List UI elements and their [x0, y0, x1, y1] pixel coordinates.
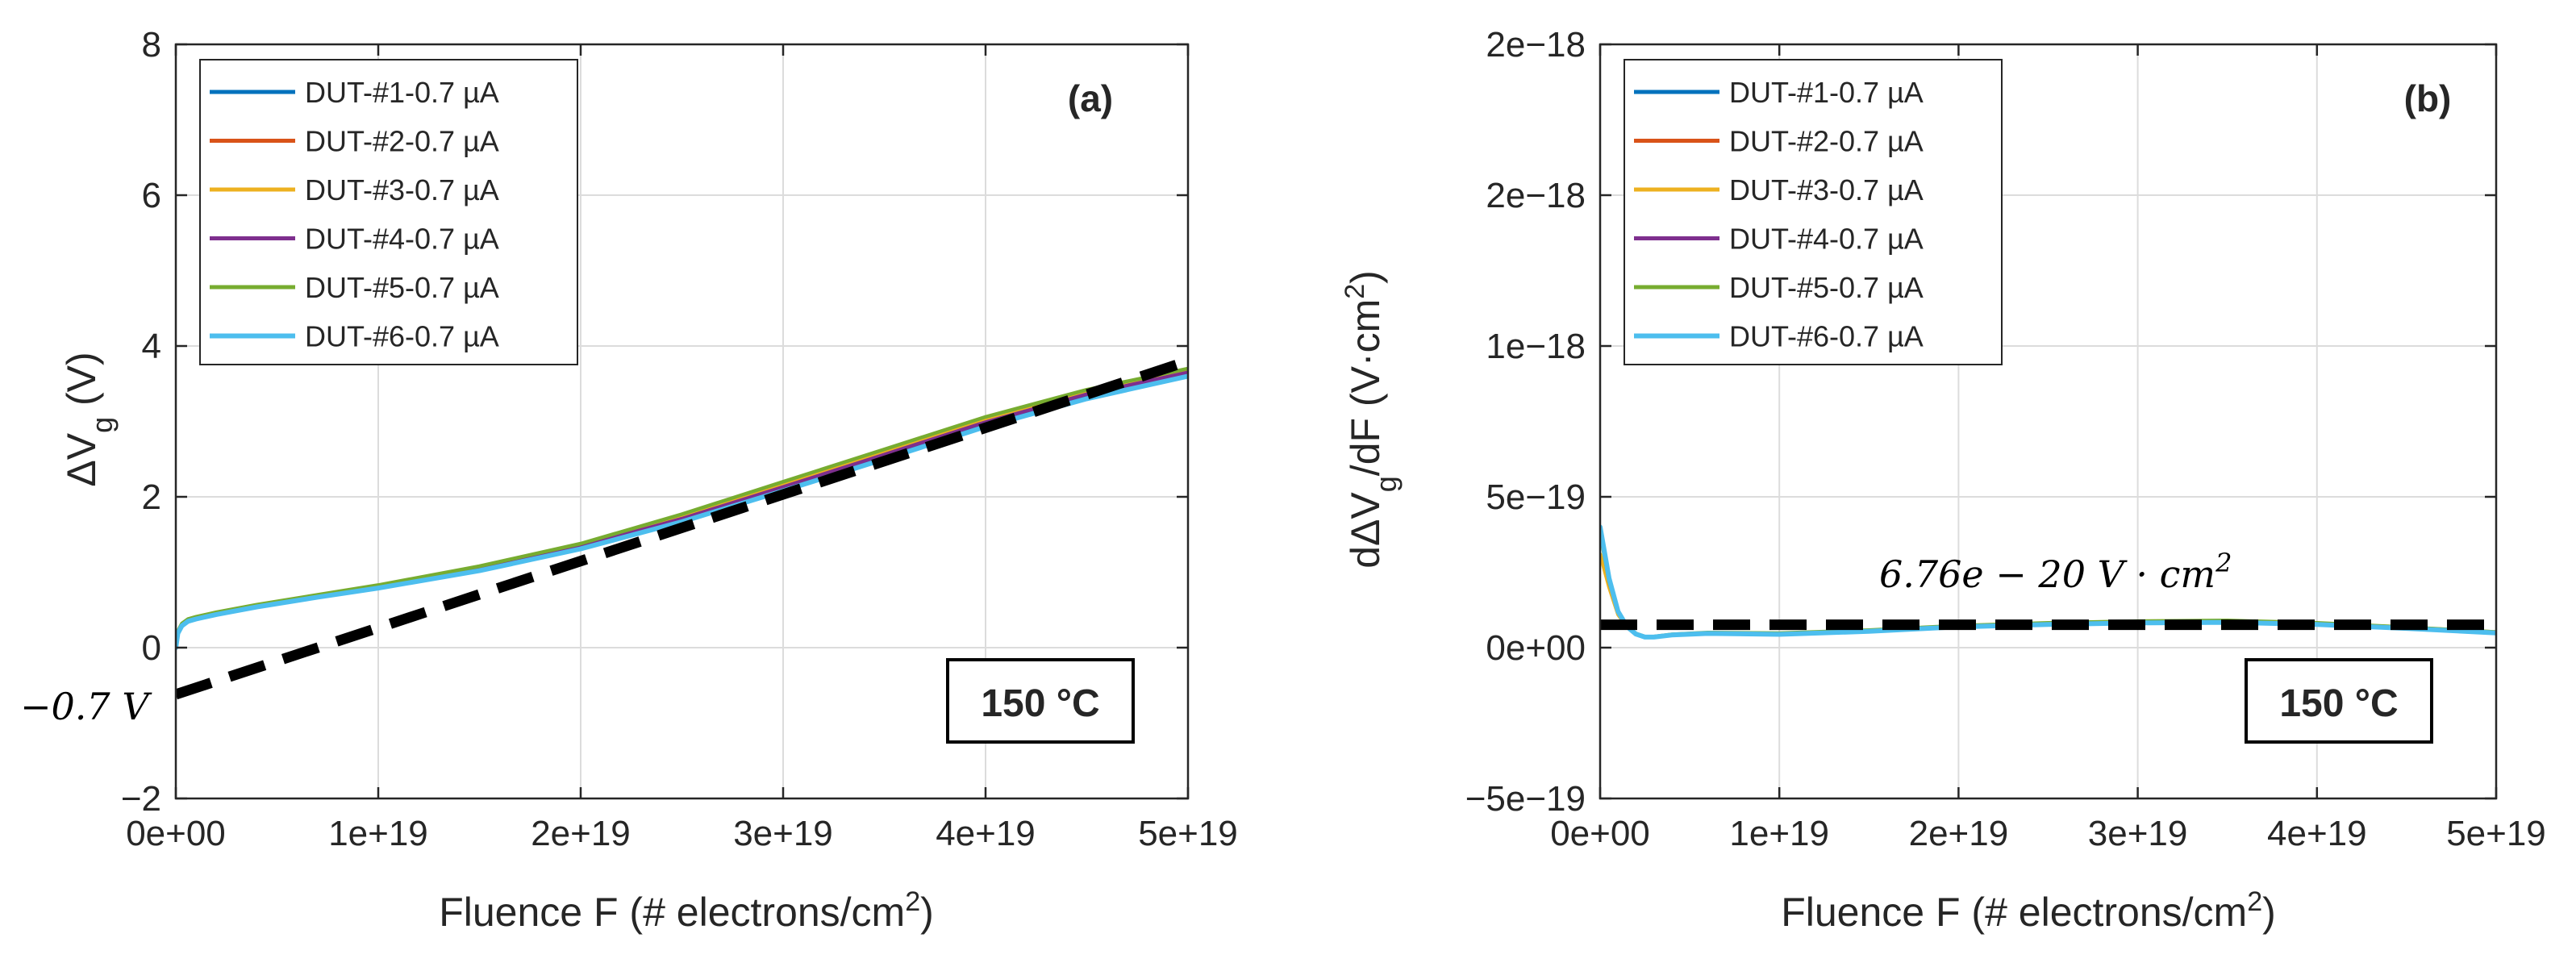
panel-a-chart: 0e+00 1e+19 2e+19 3e+19 4e+19 5e+19 −2 0 2 4 6 8 DU…: [20, 25, 1238, 935]
panel-a-ticks: 0e+00 1e+19 2e+19 3e+19 4e+19 5e+19 −2 0 2 4 6 8: [121, 25, 1238, 853]
panel-a-y-axis-label: ΔVg (V): [59, 352, 119, 486]
panel-b-y-tick-label-2: 5e−19: [1486, 477, 1586, 517]
panel-a-x-tick-label-4: 4e+19: [936, 814, 1036, 853]
panel-b-x-tick-label-4: 4e+19: [2267, 814, 2367, 853]
panel-a-y-tick-label-3: 4: [142, 327, 161, 366]
panel-a-series-line-dut-6: [176, 373, 1188, 650]
panel-a-x-tick-label-3: 3e+19: [733, 814, 833, 853]
panel-b-x-tick-label-2: 2e+19: [1909, 814, 2009, 853]
panel-b-y-tick-label-3: 1e−18: [1486, 327, 1586, 366]
panel-b-y-tick-label-4: 2e−18: [1486, 176, 1586, 215]
panel-a-y-tick-label-1: 0: [142, 628, 161, 668]
panel-b-legend-label-dut-2: DUT-#2-0.7 µA: [1729, 125, 1924, 158]
panel-b-legend-label-dut-1: DUT-#1-0.7 µA: [1729, 76, 1924, 109]
panel-a-x-axis-label: Fluence F (# electrons/cm2): [439, 886, 934, 935]
panel-a-legend-label-dut-6: DUT-#6-0.7 µA: [305, 320, 499, 353]
panel-b-x-tick-label-3: 3e+19: [2088, 814, 2188, 853]
panel-b-legend: DUT-#1-0.7 µA DUT-#2-0.7 µA DUT-#3-0.7 µA D…: [1624, 59, 2003, 365]
panel-b-plot-frame: [1599, 43, 2498, 800]
panel-b-legend-label-dut-6: DUT-#6-0.7 µA: [1729, 320, 1924, 353]
panel-b-slope-annotation: 6.76e − 20 V · cm2: [1879, 548, 2232, 596]
panel-b-y-tick-label-5: 2e−18: [1486, 25, 1586, 65]
panel-b-y-axis-label: dΔVg/dF (V·cm2): [1340, 270, 1403, 569]
panel-a-y-tick-label-5: 8: [142, 25, 161, 65]
panel-a-plot-frame: [174, 43, 1190, 800]
panel-b-y-tick-label-1: 0e+00: [1486, 628, 1586, 668]
panel-a-fit: [176, 356, 1188, 700]
panel-a-x-tick-label-0: 0e+00: [126, 814, 226, 853]
panel-a-series: [176, 366, 1188, 650]
panel-a-y-tick-label-2: 2: [142, 477, 161, 517]
panel-b-temperature-box: 150 °C: [2245, 658, 2433, 744]
panel-b-y-tick-label-0: −5e−19: [1465, 779, 1586, 819]
panel-a-legend-label-dut-1: DUT-#1-0.7 µA: [305, 76, 499, 109]
panel-a-legend-box: [199, 59, 578, 365]
panel-b-chart: 0e+00 1e+19 2e+19 3e+19 4e+19 5e+19−5e−190e+0…: [1340, 25, 2546, 935]
panel-b-label: (b): [2404, 77, 2452, 119]
panel-b-x-tick-label-1: 1e+19: [1729, 814, 1829, 853]
panel-b-legend-label-dut-4: DUT-#4-0.7 µA: [1729, 223, 1924, 256]
panel-a-legend-label-dut-4: DUT-#4-0.7 µA: [305, 223, 499, 256]
panel-a-legend: DUT-#1-0.7 µA DUT-#2-0.7 µA DUT-#3-0.7 µA D…: [199, 59, 578, 365]
panel-b-x-tick-label-0: 0e+00: [1550, 814, 1650, 853]
panel-b-x-tick-label-5: 5e+19: [2446, 814, 2546, 853]
panel-b-legend-box: [1624, 59, 2003, 365]
panel-a-temperature-label: 150 °C: [981, 682, 1099, 725]
panel-b-x-axis-label: Fluence F (# electrons/cm2): [1781, 886, 2276, 935]
panel-a-x-tick-label-5: 5e+19: [1138, 814, 1238, 853]
panel-a-y-tick-label-4: 6: [142, 176, 161, 215]
panel-b-legend-label-dut-5: DUT-#5-0.7 µA: [1729, 271, 1924, 304]
panel-a-label: (a): [1068, 77, 1113, 119]
panel-b-temperature-label: 150 °C: [2279, 682, 2398, 725]
panel-a-legend-label-dut-3: DUT-#3-0.7 µA: [305, 173, 499, 206]
panel-a-legend-label-dut-2: DUT-#2-0.7 µA: [305, 125, 499, 158]
panel-a-y-tick-label-0: −2: [121, 779, 161, 819]
panel-b-legend-label-dut-3: DUT-#3-0.7 µA: [1729, 173, 1924, 206]
panel-a-intercept-annotation: −0.7 V: [20, 685, 152, 728]
panel-a-x-tick-label-2: 2e+19: [531, 814, 631, 853]
panel-a-x-tick-label-1: 1e+19: [328, 814, 428, 853]
panel-b-ticks: 0e+00 1e+19 2e+19 3e+19 4e+19 5e+19−5e−190e+0…: [1465, 25, 2546, 853]
panel-a-fit-line: [176, 356, 1188, 700]
panel-a-legend-label-dut-5: DUT-#5-0.7 µA: [305, 271, 499, 304]
panel-a-temperature-box: 150 °C: [946, 658, 1135, 744]
